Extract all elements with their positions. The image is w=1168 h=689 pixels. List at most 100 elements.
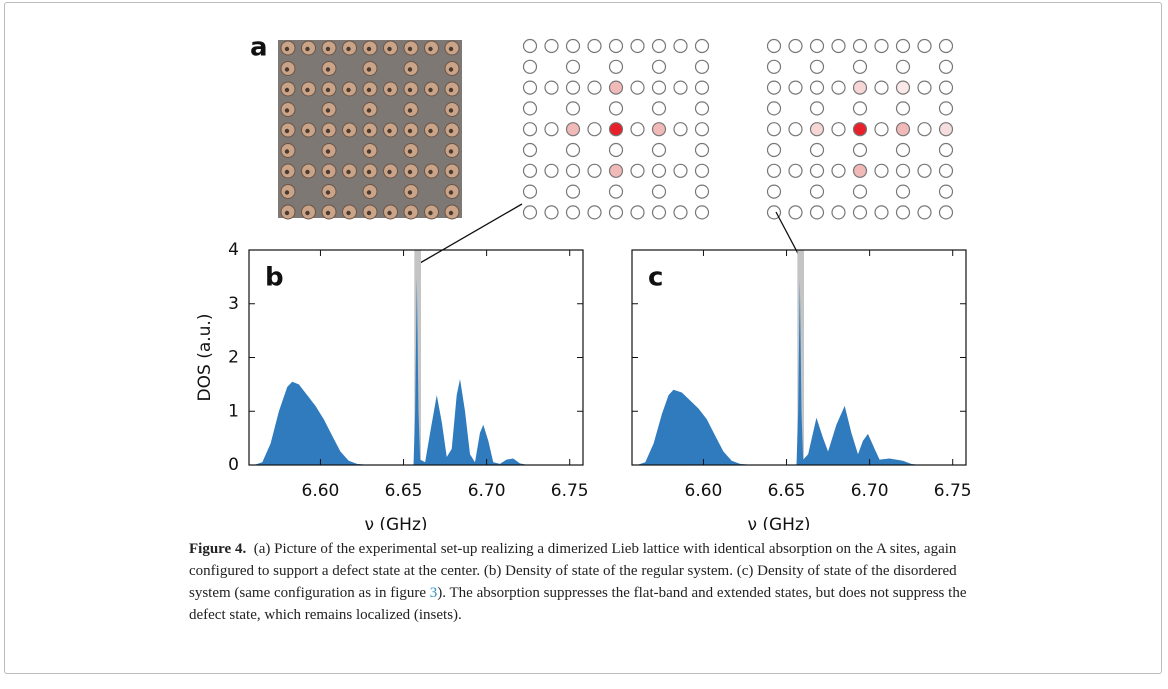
pin-center [448,210,454,216]
caption: Figure 4. (a) Picture of the experimenta… [189,538,989,626]
lattice-site [608,184,624,199]
x-tick-label: 6.70 [468,481,506,501]
lattice-site [565,163,581,178]
lattice-site [831,205,846,220]
lattice-site [917,122,932,137]
pin-center [346,169,351,175]
lattice-site [895,80,911,95]
lattice-site [917,205,932,220]
lattice-site [766,163,782,178]
inset-connector [419,203,523,264]
pin-center [407,46,413,52]
lattice-site [544,38,559,54]
y-axis-label: DOS (a.u.) [195,314,215,402]
lattice-site [608,163,624,178]
pin-center [448,46,454,52]
lattice-site [788,163,803,178]
x-tick-label: 6.75 [934,481,972,501]
figure-ref[interactable]: 3 [429,585,438,601]
lattice-site [694,184,710,199]
lattice-site [938,38,954,54]
lattice-site [522,80,538,95]
lattice-site [874,80,889,95]
lattice-site [608,142,624,158]
lattice-site [788,38,803,54]
lattice-site [587,80,602,95]
lattice-site [788,205,803,220]
lattice-site [522,184,538,199]
lattice-site [651,38,667,54]
pin-center [366,149,372,154]
pin-center [407,210,413,216]
pin-center [366,67,372,72]
pin-center [284,67,290,72]
lattice-site [522,101,538,116]
lattice-site [895,122,911,137]
lattice-site [831,38,846,54]
lattice-site [651,205,667,220]
pin-center [428,87,433,93]
setup-photo [278,40,462,220]
pin-center [325,46,331,52]
pin-center [284,190,290,195]
pin-center [366,128,372,134]
lattice-site [565,122,581,137]
lattice-site [917,163,932,178]
lattice-site [852,101,868,116]
lattice-site [938,122,954,137]
pin-center [325,210,331,216]
pin-center [325,108,331,113]
lattice-site [831,80,846,95]
lattice-site [809,163,825,178]
lattice-site [673,122,688,137]
pin-center [325,67,331,72]
lattice-site [565,59,581,74]
lattice-site [938,163,954,178]
lattice-site [809,142,825,158]
lattice-site [938,205,954,220]
lattice-site [630,122,645,137]
lattice-site [766,122,782,137]
dos-area [636,279,966,465]
lattice-site [938,59,954,74]
lattice-site [809,80,825,95]
pin-center [325,87,331,93]
lattice-site [852,38,868,54]
x-tick-label: 6.60 [685,481,723,501]
lattice-site [809,59,825,74]
lattice-site [651,59,667,74]
lattice-site [694,101,710,116]
pin-center [448,108,454,113]
lattice-site [852,184,868,199]
pin-center [325,169,331,175]
pin-center [366,46,372,52]
lattice-site [852,205,868,220]
lattice-site [651,80,667,95]
lattice-site [630,205,645,220]
lattice-site [766,80,782,95]
lattice-site [694,38,710,54]
panel-label: c [648,263,663,293]
pin-center [305,87,310,93]
figure-frame [4,2,1162,674]
panel-label: a [250,33,268,63]
lattice-site [852,80,868,95]
pin-center [284,128,290,134]
lattice-site [651,101,667,116]
lattice-site [917,38,932,54]
lattice-site [544,205,559,220]
lattice-site [522,59,538,74]
pin-center [407,128,413,134]
lattice-site [852,163,868,178]
pin-center [448,190,454,195]
pin-center [448,87,454,93]
caption-label: Figure 4. [189,541,247,557]
lattice-site [938,142,954,158]
lattice-site [630,163,645,178]
pin-center [346,128,351,134]
lattice-site [694,122,710,137]
dos-area [253,276,584,465]
lattice-site [522,38,538,54]
pin-center [325,149,331,154]
pin-center [305,46,310,52]
